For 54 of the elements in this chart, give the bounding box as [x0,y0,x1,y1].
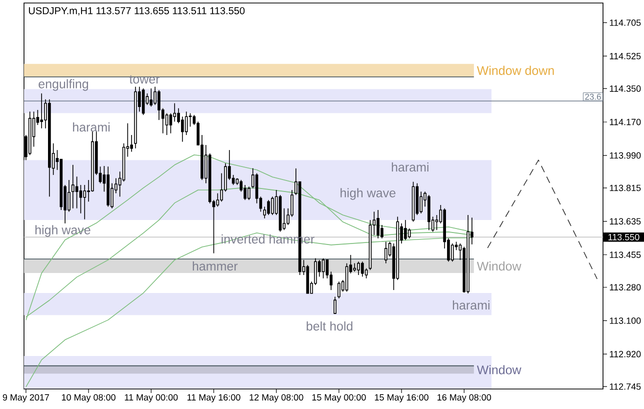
candlestick [75,176,78,209]
y-tick-label: 113.990 [610,152,641,159]
y-tick-label: 113.815 [610,184,641,192]
candlestick [376,210,380,239]
ref-line-label: 113.550 [608,234,640,240]
annotation: harami [392,162,428,172]
candlestick [396,216,400,280]
y-tick-label: 113.280 [610,284,641,290]
x-tick-label: 10 May 08:00 [62,394,116,402]
candlestick [338,281,340,299]
candlestick [158,90,160,120]
chart-title: USDJPY.m,H1 113.577 113.655 113.511 113.550 [28,7,245,16]
x-tick-label: 11 May 16:00 [187,394,240,402]
candlestick [130,134,133,152]
candlestick [48,98,51,198]
candlestick [40,93,44,129]
candlestick [360,261,364,278]
candlestick [248,186,250,200]
x-tick-label: 16 May 08:00 [438,394,492,402]
y-tick-label: 114.350 [610,85,641,92]
x-tick-label: 11 May 00:00 [124,394,178,402]
candlestick [83,184,86,220]
candlestick [184,111,188,136]
band-label: Window [476,365,522,374]
candlestick [244,184,246,200]
annotation: belt hold [306,321,352,331]
candlestick [466,214,470,294]
candlestick [134,86,137,149]
y-tick-label: 113.635 [610,218,641,225]
band-label: Window down [476,66,554,75]
y-tick-label: 114.525 [610,52,641,60]
annotation: engulfing [38,79,88,91]
y-tick-label: 112.920 [610,350,641,358]
band-label: Window [476,261,522,271]
annotation: harami [73,122,110,132]
candlestick [71,164,74,209]
annotation: harami [452,300,490,310]
annotation: high wave [340,188,396,200]
candlestick [173,102,176,122]
annotation: hammer [192,261,238,271]
annotation: tower [129,75,160,84]
y-tick-label: 113.455 [610,252,641,258]
y-tick-label: 113.100 [610,317,641,324]
x-tick-label: 9 May 2017 [2,394,49,402]
candlestick [384,241,388,264]
x-tick-label: 15 May 16:00 [374,394,428,402]
annotation: 23.6 [585,94,601,100]
candlestick [181,116,184,142]
y-tick-label: 114.705 [610,19,641,26]
x-tick-label: 12 May 08:00 [250,394,304,402]
x-tick-label: 15 May 00:00 [312,394,366,402]
y-tick-label: 114.170 [610,118,641,126]
candlestick [357,261,360,276]
y-tick-label: 112.745 [610,383,641,390]
